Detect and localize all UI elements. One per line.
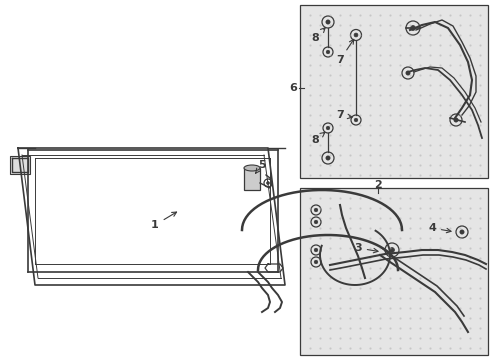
- Text: 7: 7: [336, 110, 352, 120]
- Text: 8: 8: [311, 132, 325, 145]
- Ellipse shape: [244, 165, 260, 171]
- Circle shape: [390, 248, 394, 252]
- Circle shape: [354, 33, 358, 37]
- Text: 7: 7: [336, 39, 354, 65]
- Text: 5: 5: [256, 160, 266, 173]
- Bar: [244, 168, 260, 190]
- Text: 3: 3: [354, 243, 378, 253]
- Circle shape: [314, 260, 318, 264]
- Text: 4: 4: [428, 223, 451, 233]
- Text: 6: 6: [289, 83, 297, 93]
- Text: 1: 1: [151, 212, 176, 230]
- Circle shape: [314, 208, 318, 212]
- Circle shape: [411, 26, 416, 31]
- Text: 8: 8: [311, 28, 325, 43]
- Circle shape: [326, 156, 330, 160]
- Circle shape: [460, 230, 464, 234]
- Circle shape: [326, 126, 330, 130]
- Circle shape: [314, 248, 318, 252]
- Bar: [10, 156, 30, 174]
- Circle shape: [326, 50, 330, 54]
- Circle shape: [354, 118, 358, 122]
- Circle shape: [326, 20, 330, 24]
- Circle shape: [454, 118, 458, 122]
- Circle shape: [406, 71, 410, 75]
- Bar: [300, 188, 488, 355]
- Circle shape: [314, 220, 318, 224]
- Text: 2: 2: [374, 180, 382, 190]
- Circle shape: [267, 181, 270, 184]
- Bar: [300, 5, 488, 178]
